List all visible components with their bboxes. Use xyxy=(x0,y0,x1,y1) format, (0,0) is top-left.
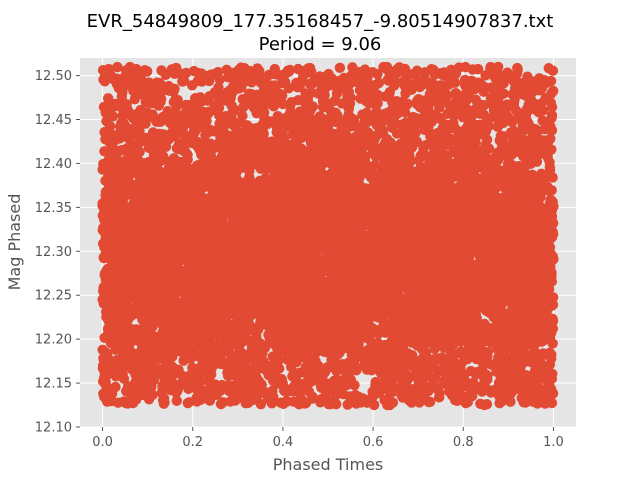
data-point xyxy=(227,107,238,118)
data-point xyxy=(543,63,554,74)
data-points xyxy=(97,61,559,411)
data-point xyxy=(330,398,342,410)
data-point xyxy=(171,395,183,406)
data-point xyxy=(112,61,123,73)
data-point xyxy=(371,106,382,117)
data-point xyxy=(166,64,178,75)
data-point xyxy=(213,82,224,93)
data-point xyxy=(546,109,558,121)
